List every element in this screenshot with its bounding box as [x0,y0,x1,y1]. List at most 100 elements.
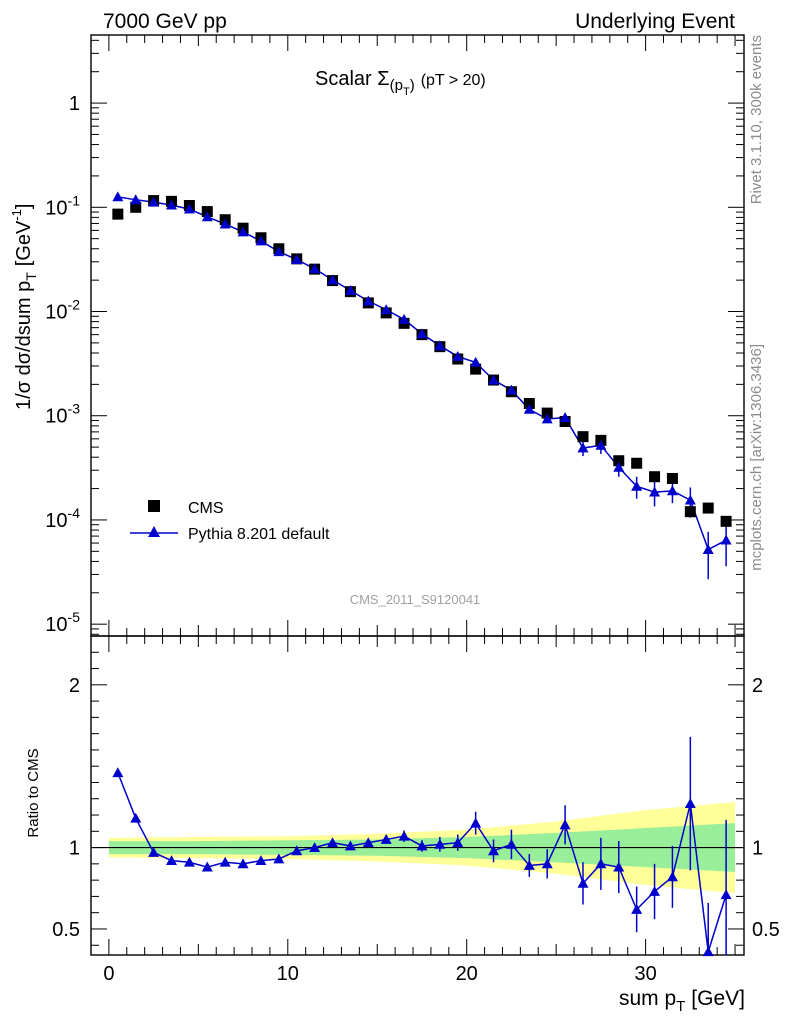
ratio-point [327,837,339,848]
pythia-point [201,211,213,222]
ratio-y-tick-label-right: 0.5 [752,919,780,941]
side-text-mcplots: mcplots.cern.ch [arXiv:1306.3436] [748,344,765,571]
plot-title-sub: (p [390,77,403,94]
ratio-point [201,861,213,872]
cms-point [577,431,589,443]
ratio-point [183,856,195,867]
ratio-point [219,856,231,867]
ratio-plot-series [112,736,732,957]
cms-point [613,455,625,467]
pythia-point [541,413,553,424]
y-tick-label: 10-3 [45,401,80,428]
y-axis-label-main: 1/σ dσ/dsum pT [GeV-1] [9,204,39,410]
pythia-line [117,196,727,551]
y-tick-label: 10-4 [45,505,80,532]
ratio-y-tick-label-left: 2 [69,675,80,697]
legend-marker-cms [148,500,160,512]
x-tick-label: 20 [456,963,478,985]
ratio-point [595,858,607,869]
ratio-point [720,889,732,900]
pythia-point [702,544,714,554]
ratio-point [237,858,249,869]
legend: CMS Pythia 8.201 default [130,500,330,543]
x-tick-label: 0 [103,963,114,985]
pythia-point [362,295,374,306]
ratio-point [577,877,589,888]
cms-point [541,407,553,419]
ratio-point [666,871,678,882]
ratio-point [148,846,160,857]
plot-title-sub-t: T [403,86,410,98]
side-text-rivet: Rivet 3.1.10, 300k events [748,35,765,204]
plot-title-main: Scalar Σ [315,68,390,90]
header-left: 7000 GeV pp [103,10,227,33]
ratio-point [130,812,142,823]
ratio-point [684,798,696,809]
ratio-point [112,767,124,778]
y-label-unit: [GeV [13,220,35,266]
header-right: Underlying Event [575,10,735,33]
y-label-text: 1/σ dσ/dsum p [13,281,35,410]
ratio-point [380,833,392,844]
x-label-text: sum p [619,987,676,1010]
pythia-point [148,196,160,207]
legend-marker-pythia [148,526,160,537]
cms-point [112,208,124,220]
pythia-point [130,194,142,205]
pythia-point [380,304,392,315]
y-axis-label-ratio: Ratio to CMS [25,748,42,837]
pythia-point [327,274,339,285]
pythia-point [219,218,231,229]
y-tick-label: 1 [69,93,80,115]
ratio-frame-border [90,635,745,956]
plot-title-sub-close: ) [410,77,415,94]
ratio-point [434,838,446,849]
ratio-point [452,837,464,848]
ratio-point [649,886,661,896]
ratio-point [488,845,500,856]
legend-label-pythia: Pythia 8.201 default [188,526,330,543]
ratio-point [309,842,321,852]
pythia-point [649,486,661,497]
pythia-point [577,442,589,453]
pythia-point [255,235,267,246]
ratio-point [523,859,535,870]
ratio-point [559,819,571,830]
x-tick-label: 10 [277,963,299,985]
main-plot-series [112,191,732,580]
pythia-point [309,263,321,274]
ratio-point [702,946,714,957]
ratio-point [344,840,356,851]
y-tick-label: 10-5 [45,609,80,636]
cms-point [684,506,696,518]
cms-point [130,201,142,213]
analysis-watermark: CMS_2011_S9120041 [350,592,481,607]
pythia-point [666,485,678,496]
ratio-point [613,861,625,872]
pythia-point [631,480,643,491]
plot-title: Scalar Σ(pT) (pT > 20) [315,68,486,98]
pythia-point [720,534,732,545]
pythia-point [166,199,178,210]
pythia-point [183,203,195,214]
pythia-point [452,351,464,361]
ratio-point [416,840,428,851]
y-tick-label: 10-1 [45,192,80,219]
ratio-y-tick-label-left: 1 [69,838,80,860]
pythia-point [344,285,356,295]
pythia-point [470,356,482,367]
pythia-point [237,226,249,237]
x-label-sub: T [676,998,685,1015]
ratio-point [541,858,553,869]
ratio-y-tick-label-left: 0.5 [52,919,80,941]
cms-point [702,502,714,514]
ratio-y-tick-label-right: 1 [752,838,763,860]
ratio-point [398,830,410,841]
ratio-point [291,845,303,856]
plot-title-rest: (pT > 20) [421,72,486,89]
pythia-point [559,412,571,422]
y-label-sup: -1 [9,209,24,221]
cms-point [666,472,678,484]
ratio-point [273,853,285,864]
